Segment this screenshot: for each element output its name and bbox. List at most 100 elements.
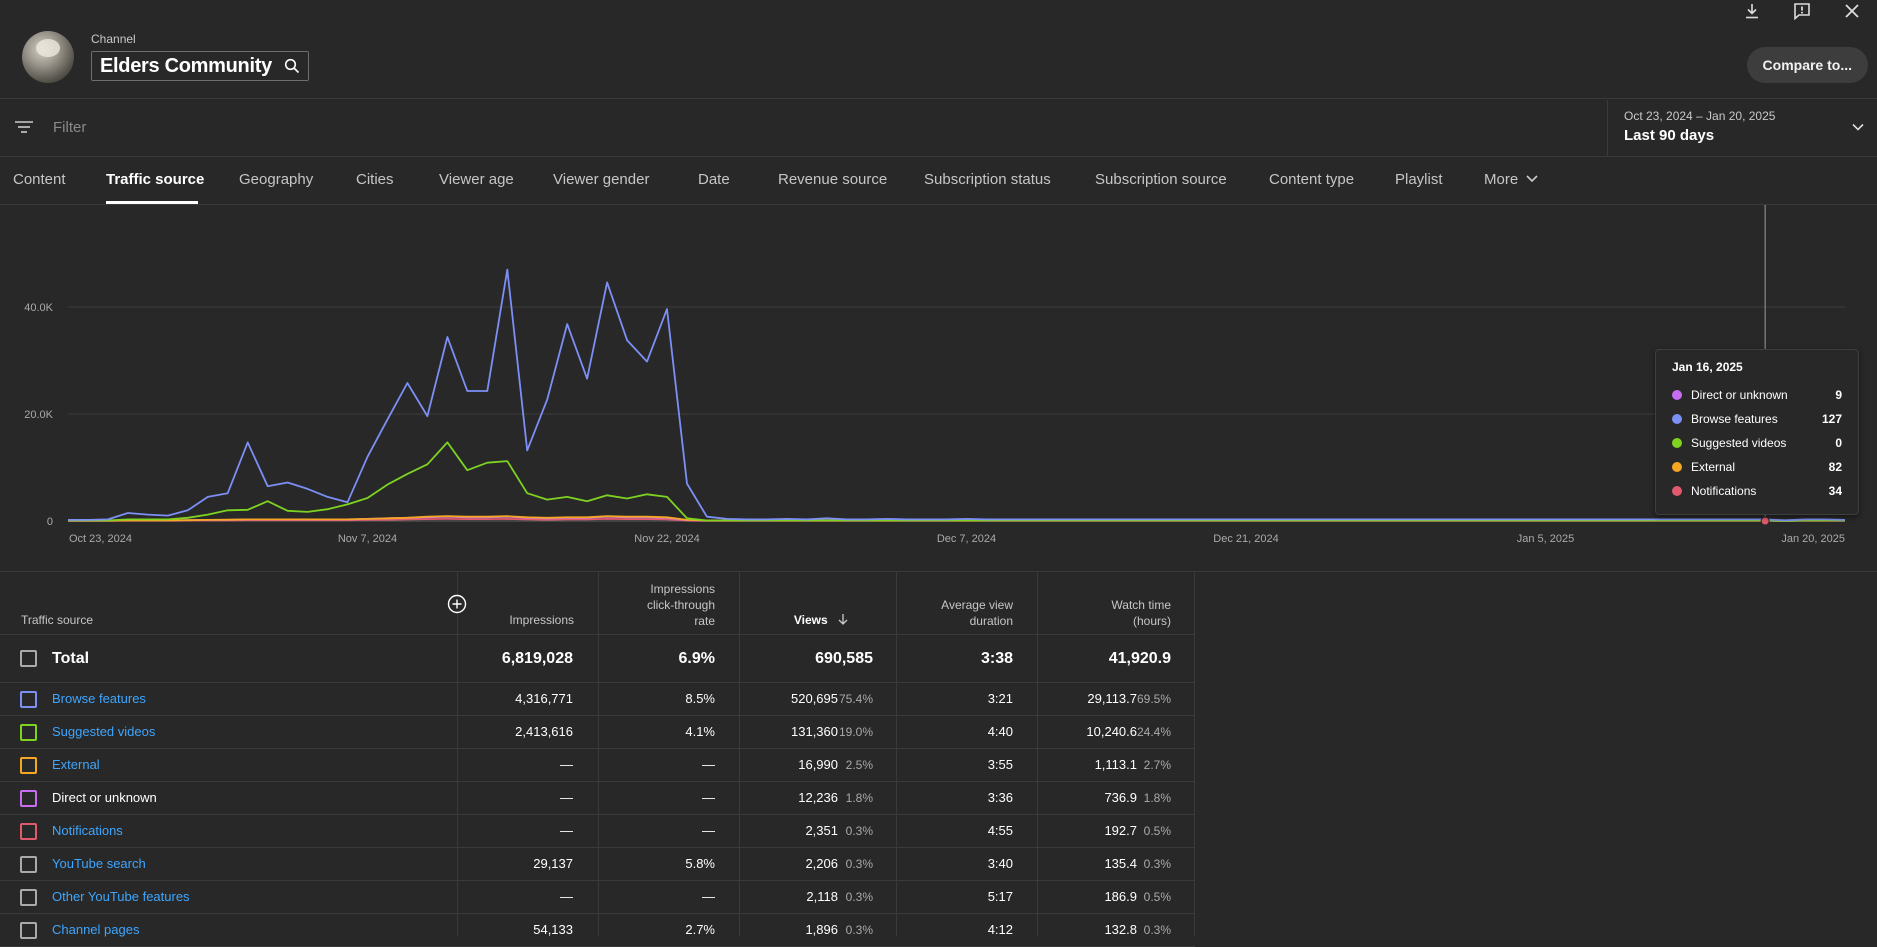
table-row: Notifications — — 2,351 0.3% 4:55 192.7 0.5% [0, 815, 1195, 848]
y-tick-label: 40.0K [24, 302, 53, 314]
traffic-source-link[interactable]: YouTube search [52, 856, 146, 871]
legend-dot [1672, 486, 1682, 496]
watch-time-percent: 0.5% [1143, 890, 1171, 904]
row-checkbox[interactable] [20, 856, 37, 873]
views-percent: 0.3% [845, 824, 873, 838]
table-row: Suggested videos 2,413,616 4.1% 131,360 19.0… [0, 716, 1195, 749]
feedback-icon[interactable] [1791, 0, 1813, 22]
views-percent: 75.4% [838, 692, 873, 706]
views-cell: 520,695 [791, 691, 838, 706]
tab-date[interactable]: Date [698, 171, 730, 188]
watch-time-cell: 736.9 [1104, 790, 1137, 805]
views-percent: 2.5% [845, 758, 873, 772]
tab-viewer-age[interactable]: Viewer age [439, 171, 514, 188]
compare-button[interactable]: Compare to... [1746, 47, 1868, 83]
header-ctr-line1: Impressions [650, 582, 715, 596]
tab-subscription-source[interactable]: Subscription source [1095, 171, 1227, 188]
header-avd-line2: duration [969, 614, 1013, 628]
legend-dot [1672, 462, 1682, 472]
tab-subscription-status[interactable]: Subscription status [924, 171, 1051, 188]
traffic-source-link[interactable]: Browse features [52, 691, 146, 706]
header-watch-time[interactable]: Watch time (hours) [1051, 597, 1171, 629]
row-checkbox[interactable] [20, 889, 37, 906]
traffic-source-link[interactable]: Channel pages [52, 922, 140, 937]
active-tab-indicator [106, 201, 198, 204]
ctr-cell: — [702, 757, 715, 772]
avd-cell: 3:40 [987, 856, 1013, 871]
watch-time-percent: 0.3% [1143, 857, 1171, 871]
tab-viewer-gender[interactable]: Viewer gender [553, 171, 650, 188]
row-checkbox[interactable] [20, 724, 37, 741]
traffic-source-link[interactable]: Suggested videos [52, 724, 156, 739]
filter-icon[interactable] [14, 119, 34, 140]
header-impressions[interactable]: Impressions [509, 613, 574, 627]
download-icon[interactable] [1741, 0, 1763, 22]
filter-input[interactable]: Filter [53, 119, 87, 136]
tooltip-label: External [1691, 460, 1736, 474]
tab-more[interactable]: More [1484, 171, 1539, 188]
views-cell: 2,206 [805, 856, 838, 871]
avd-cell: 4:55 [987, 823, 1013, 838]
tooltip-label: Suggested videos [1691, 436, 1787, 450]
total-watch-time: 41,920.9 [1108, 650, 1171, 667]
watch-time-cell: 1,113.1 [1094, 757, 1137, 772]
traffic-source-link[interactable]: Notifications [52, 823, 123, 838]
line-chart[interactable]: 60.0K 40.0K 20.0K 0 Oct 23, 2024 Nov 7, 2024 N… [0, 205, 1877, 572]
total-row: Total 6,819,028 6.9% 690,585 3:38 41,920… [0, 635, 1195, 683]
tab-content-type[interactable]: Content type [1269, 171, 1355, 188]
header-avd[interactable]: Average view duration [893, 597, 1013, 629]
total-ctr: 6.9% [678, 650, 715, 667]
x-tick-label: Jan 5, 2025 [1517, 533, 1575, 545]
row-checkbox[interactable] [20, 691, 37, 708]
x-tick-label: Jan 20, 2025 [1781, 533, 1845, 545]
impressions-cell: — [560, 790, 573, 805]
date-range-label: Last 90 days [1624, 127, 1715, 144]
row-checkbox[interactable] [20, 922, 37, 939]
row-checkbox[interactable] [20, 757, 37, 774]
tab-revenue-source[interactable]: Revenue source [778, 171, 888, 188]
total-checkbox[interactable] [20, 650, 37, 667]
ctr-cell: 2.7% [685, 922, 715, 937]
table-row: Channel pages 54,133 2.7% 1,896 0.3% 4:12 132.… [0, 914, 1195, 947]
total-impressions: 6,819,028 [501, 650, 573, 667]
header-traffic-source[interactable]: Traffic source [21, 613, 94, 627]
tab-traffic-source[interactable]: Traffic source [106, 171, 205, 188]
row-checkbox[interactable] [20, 790, 37, 807]
channel-avatar[interactable] [22, 31, 74, 83]
sort-down-icon [838, 614, 848, 625]
tab-cities[interactable]: Cities [356, 171, 394, 188]
header-views[interactable]: Views [794, 612, 850, 628]
impressions-cell: 29,137 [533, 856, 573, 871]
avd-cell: 4:40 [987, 724, 1013, 739]
add-metric-icon[interactable] [447, 594, 467, 619]
header-ctr-line3: rate [694, 614, 715, 628]
x-tick-label: Nov 22, 2024 [634, 533, 699, 545]
row-checkbox[interactable] [20, 823, 37, 840]
tooltip-label: Direct or unknown [1691, 388, 1788, 402]
impressions-cell: — [560, 757, 573, 772]
tab-content[interactable]: Content [13, 171, 66, 188]
chevron-down-icon [1526, 175, 1538, 183]
impressions-cell: 2,413,616 [515, 724, 573, 739]
tooltip-row: Notifications 34 [1672, 479, 1842, 503]
legend-dot [1672, 438, 1682, 448]
tooltip-label: Notifications [1691, 484, 1757, 498]
channel-selector[interactable]: Elders Community [91, 51, 309, 81]
watch-time-cell: 132.8 [1104, 922, 1137, 937]
traffic-chart: 60.0K 40.0K 20.0K 0 Oct 23, 2024 Nov 7, 2024 N… [0, 205, 1877, 572]
watch-time-percent: 0.3% [1143, 923, 1171, 937]
table-row: Direct or unknown — — 12,236 1.8% 3:36 736.9 1.… [0, 782, 1195, 815]
watch-time-cell: 135.4 [1104, 856, 1137, 871]
traffic-source-link[interactable]: Other YouTube features [52, 889, 190, 904]
date-range-picker[interactable]: Oct 23, 2024 – Jan 20, 2025 Last 90 days [1607, 100, 1877, 157]
tab-playlist[interactable]: Playlist [1395, 171, 1443, 188]
filter-bar: Filter Oct 23, 2024 – Jan 20, 2025 Last … [0, 100, 1877, 157]
tab-geography[interactable]: Geography [239, 171, 314, 188]
close-icon[interactable] [1841, 0, 1863, 22]
traffic-source-link[interactable]: Direct or unknown [52, 790, 157, 805]
header-ctr[interactable]: Impressions click-through rate [595, 581, 715, 629]
views-percent: 0.3% [845, 923, 873, 937]
search-icon[interactable] [284, 58, 300, 74]
total-views: 690,585 [815, 650, 873, 667]
traffic-source-link[interactable]: External [52, 757, 100, 772]
